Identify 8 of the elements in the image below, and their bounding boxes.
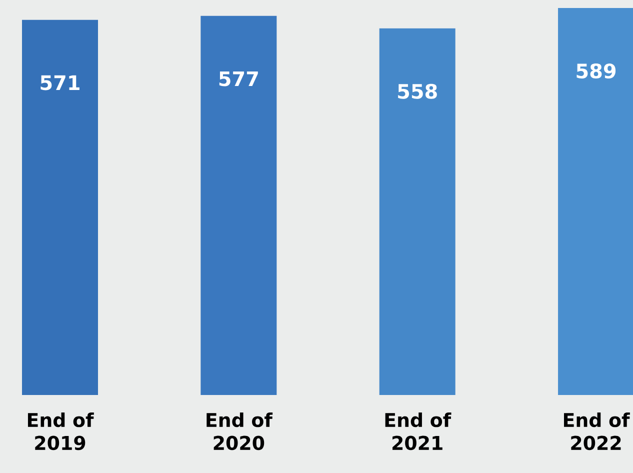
x-tick-label: End of 2022 (564, 412, 630, 450)
data-label: 589 (576, 63, 616, 79)
x-tick-label: End of 2019 (28, 412, 94, 450)
data-label: 577 (219, 71, 258, 86)
x-tick-label: End of 2020 (206, 412, 273, 450)
data-label: 571 (40, 75, 80, 90)
x-tick-label: End of 2021 (385, 412, 452, 450)
data-label: 558 (398, 84, 437, 99)
